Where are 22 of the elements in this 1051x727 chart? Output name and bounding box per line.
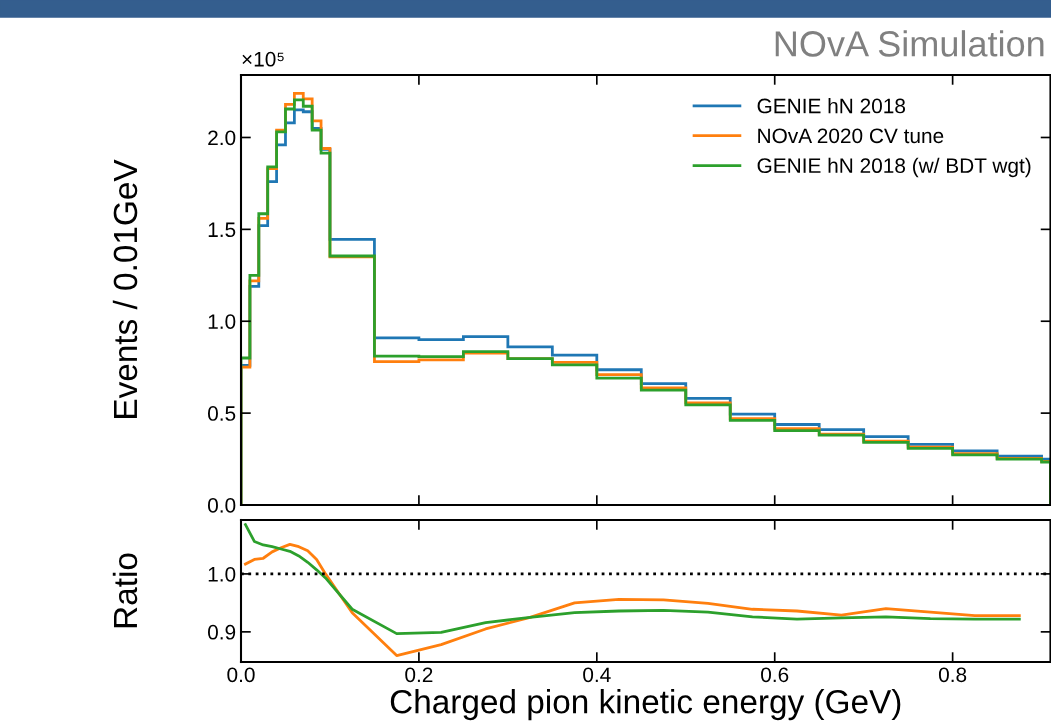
y-tick-label: 0.5 <box>207 406 236 421</box>
chart-title: NOvA Simulation <box>775 30 1044 57</box>
y-axis-title: Ratio <box>112 553 138 628</box>
y-tick-label: 0.0 <box>207 498 236 513</box>
legend-label: NOvA 2020 CV tune <box>758 128 944 144</box>
y-tick-label: 2.0 <box>208 130 236 146</box>
x-tick-label: 0.4 <box>583 667 611 683</box>
line-series <box>244 523 1021 635</box>
x-axis-title: Charged pion kinetic energy (GeV) <box>390 689 901 721</box>
y-tick-label: 1.0 <box>208 566 236 582</box>
legend-label: GENIE hN 2018 <box>757 98 906 114</box>
y-tick-label: 1.5 <box>208 222 236 238</box>
y-tick-label: 0.9 <box>207 624 236 640</box>
y-tick-label: 1.0 <box>208 314 236 329</box>
y-axis-title: Events / 0.01GeV <box>112 159 138 418</box>
x-tick-label: 0.0 <box>227 667 255 683</box>
x-tick-label: 0.8 <box>938 667 967 683</box>
x-tick-label: 0.6 <box>761 667 789 683</box>
legend-label: GENIE hN 2018 (w/ BDT wgt) <box>757 157 1031 178</box>
text: ×10⁵ <box>242 51 284 67</box>
line-series <box>244 542 1021 658</box>
x-tick-label: 0.2 <box>405 667 433 683</box>
